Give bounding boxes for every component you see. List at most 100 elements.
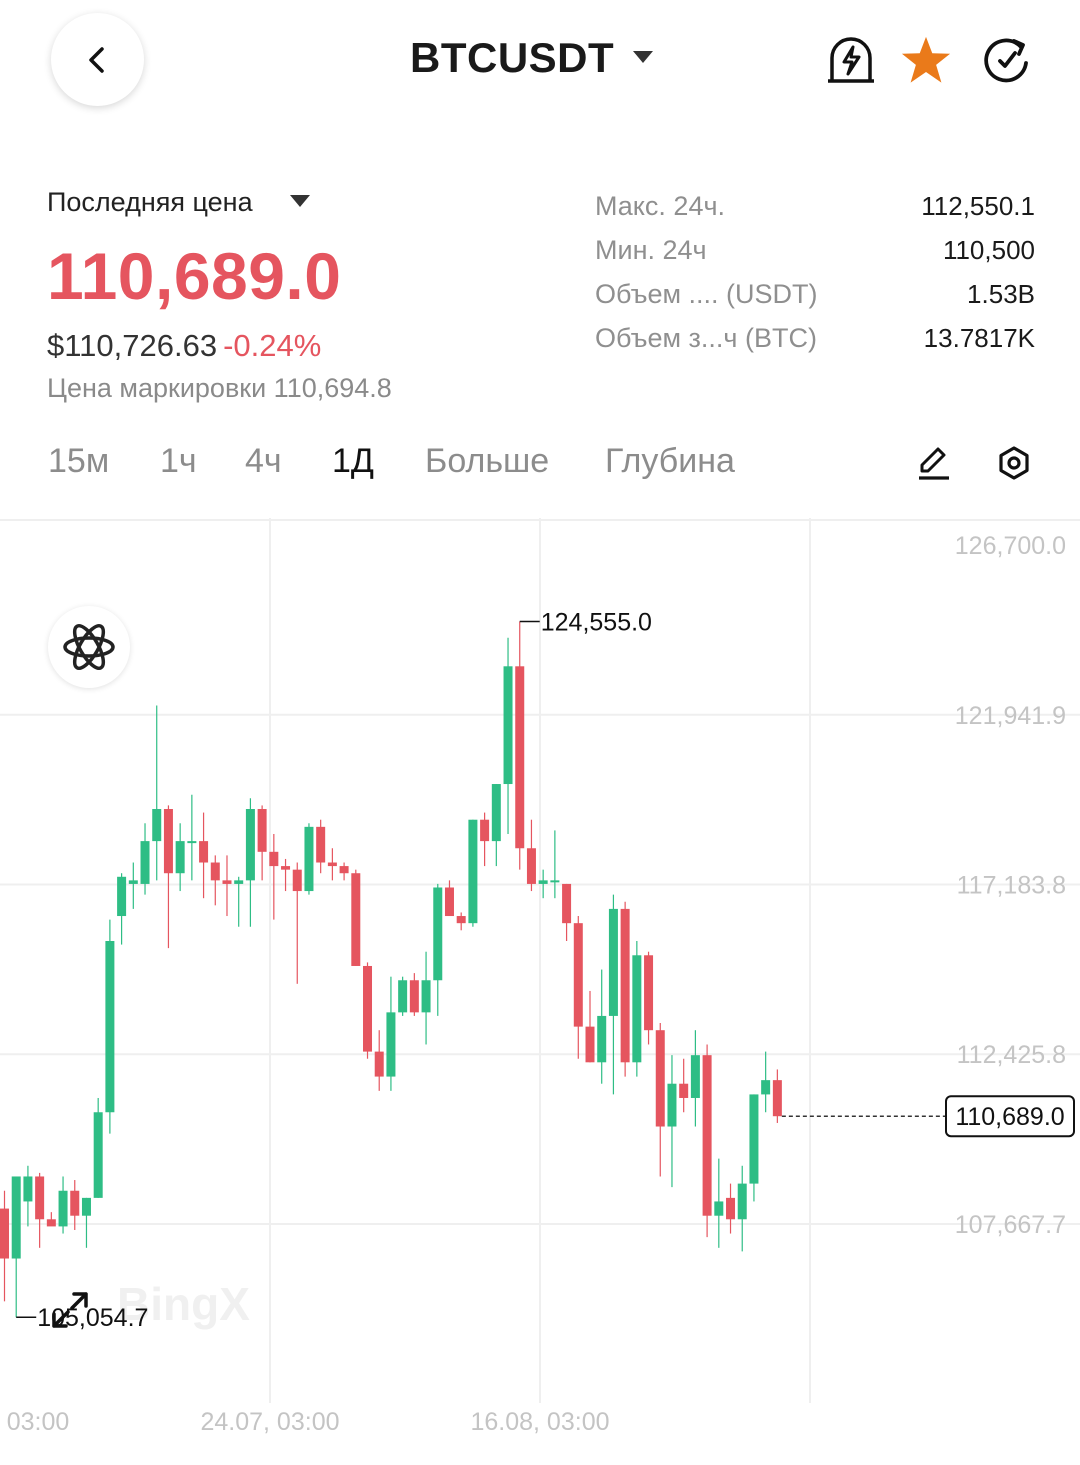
stat-row-high: Макс. 24ч. 112,550.1 (595, 184, 1035, 228)
candle-body (421, 980, 431, 1013)
candle-body (152, 809, 162, 842)
usd-price-line: $110,726.63 -0.24% (47, 328, 321, 364)
stats-panel: Макс. 24ч. 112,550.1 Мин. 24ч 110,500 Об… (595, 184, 1035, 360)
candle-body (304, 826, 314, 892)
candle-body (585, 1026, 595, 1063)
candle-body (620, 908, 630, 1063)
ai-assistant-button[interactable] (48, 606, 130, 688)
candle-body (46, 1219, 56, 1227)
back-icon (88, 46, 104, 73)
favorite-button[interactable] (900, 32, 952, 88)
candle-body (23, 1176, 33, 1202)
candle-body (655, 1030, 665, 1127)
candle-body (562, 883, 572, 924)
candle-body (351, 873, 361, 966)
favorite-star-icon (901, 36, 951, 83)
candle-body (35, 1176, 45, 1220)
candle-body (597, 1015, 607, 1063)
candle-body (644, 955, 654, 1031)
candle-body (409, 980, 419, 1013)
tab-1h[interactable]: 1ч (160, 442, 197, 480)
stat-value: 112,550.1 (921, 190, 1035, 221)
x-tick-label: 16.08, 03:00 (470, 1408, 609, 1436)
x-tick-label: 03:00 (7, 1408, 70, 1436)
candle-body (163, 809, 173, 874)
candle-body (187, 841, 197, 844)
candle-body (175, 841, 185, 874)
candle-body (737, 1183, 747, 1220)
candle-body (515, 666, 525, 849)
candle-body (11, 1176, 21, 1259)
y-tick-label: 121,941.9 (955, 702, 1066, 730)
candle-body (222, 880, 232, 884)
candle-body (456, 916, 466, 924)
back-button[interactable] (51, 13, 144, 106)
tab-1d[interactable]: 1Д (332, 442, 374, 480)
y-tick-label: 126,700.0 (955, 532, 1066, 560)
candle-body (105, 941, 115, 1113)
candle-body (480, 819, 490, 842)
high-price-label: 124,555.0 (541, 609, 652, 637)
candle-body (199, 841, 209, 863)
candle-body (714, 1201, 724, 1216)
settings-hexagon-icon (999, 446, 1029, 480)
candle-body (339, 866, 349, 874)
tab-15m[interactable]: 15м (48, 442, 110, 480)
chevron-down-icon[interactable] (632, 50, 654, 64)
candle-body (70, 1190, 80, 1216)
candle-body (140, 841, 150, 884)
candle-body (690, 1055, 700, 1098)
last-price: 110,689.0 (47, 239, 342, 313)
chart-settings-button[interactable] (994, 443, 1034, 483)
candle-body (526, 848, 536, 884)
candle-body (327, 862, 337, 867)
candle-body (363, 965, 373, 1052)
candle-body (234, 880, 244, 884)
y-tick-label: 112,425.8 (957, 1041, 1066, 1069)
usd-price: $110,726.63 (47, 328, 218, 363)
candle-body (550, 880, 560, 883)
last-price-tag: 110,689.0 (955, 1103, 1064, 1131)
stat-label: Объем з...ч (BTC) (595, 322, 817, 353)
fullscreen-expand-icon[interactable] (50, 1290, 90, 1330)
candle-body (58, 1190, 68, 1227)
stat-value: 1.53B (967, 278, 1035, 309)
candle-body (374, 1051, 384, 1077)
y-tick-label: 117,183.8 (957, 872, 1066, 900)
candle-body (538, 880, 548, 884)
candle-body (386, 1012, 396, 1077)
candlestick-chart[interactable]: 126,700.0 121,941.9 117,183.8 112,425.8 107,… (0, 518, 1080, 1465)
candle-body (316, 826, 326, 863)
stat-label: Макс. 24ч. (595, 190, 726, 221)
stat-label: Мин. 24ч (595, 234, 707, 265)
price-type-select[interactable]: Последняя цена (47, 187, 253, 217)
share-button[interactable] (980, 32, 1032, 88)
draw-button[interactable] (914, 443, 954, 483)
alert-bell-icon (828, 37, 874, 83)
watermark-text: BingX (117, 1278, 250, 1330)
candle-body (433, 887, 443, 981)
candle-body (468, 819, 478, 924)
candle-body (679, 1083, 689, 1098)
candle-body (503, 666, 513, 785)
tab-more[interactable]: Больше (425, 442, 550, 480)
candle-body (117, 876, 127, 917)
stat-row-volume-usdt: Объем .... (USDT) 1.53B (595, 272, 1035, 316)
candle-body (702, 1055, 712, 1216)
tab-depth[interactable]: Глубина (605, 442, 735, 480)
tab-4h[interactable]: 4ч (245, 442, 282, 480)
candle-body (245, 809, 255, 881)
symbol-title[interactable]: BTCUSDT (410, 34, 615, 81)
candle-body (772, 1080, 782, 1117)
alert-bell-button[interactable] (825, 32, 877, 88)
x-tick-label: 24.07, 03:00 (200, 1408, 339, 1436)
candle-body (269, 851, 279, 867)
chevron-down-icon[interactable] (289, 194, 311, 208)
candle-body (573, 923, 583, 1027)
change-percent: -0.24% (223, 328, 322, 363)
stat-row-volume-btc: Объем з...ч (BTC) 13.7817K (595, 316, 1035, 360)
candle-body (210, 862, 220, 881)
mark-price: Цена маркировки 110,694.8 (47, 373, 392, 403)
candle-body (667, 1083, 677, 1127)
last-price-tag-box (945, 1095, 1075, 1138)
